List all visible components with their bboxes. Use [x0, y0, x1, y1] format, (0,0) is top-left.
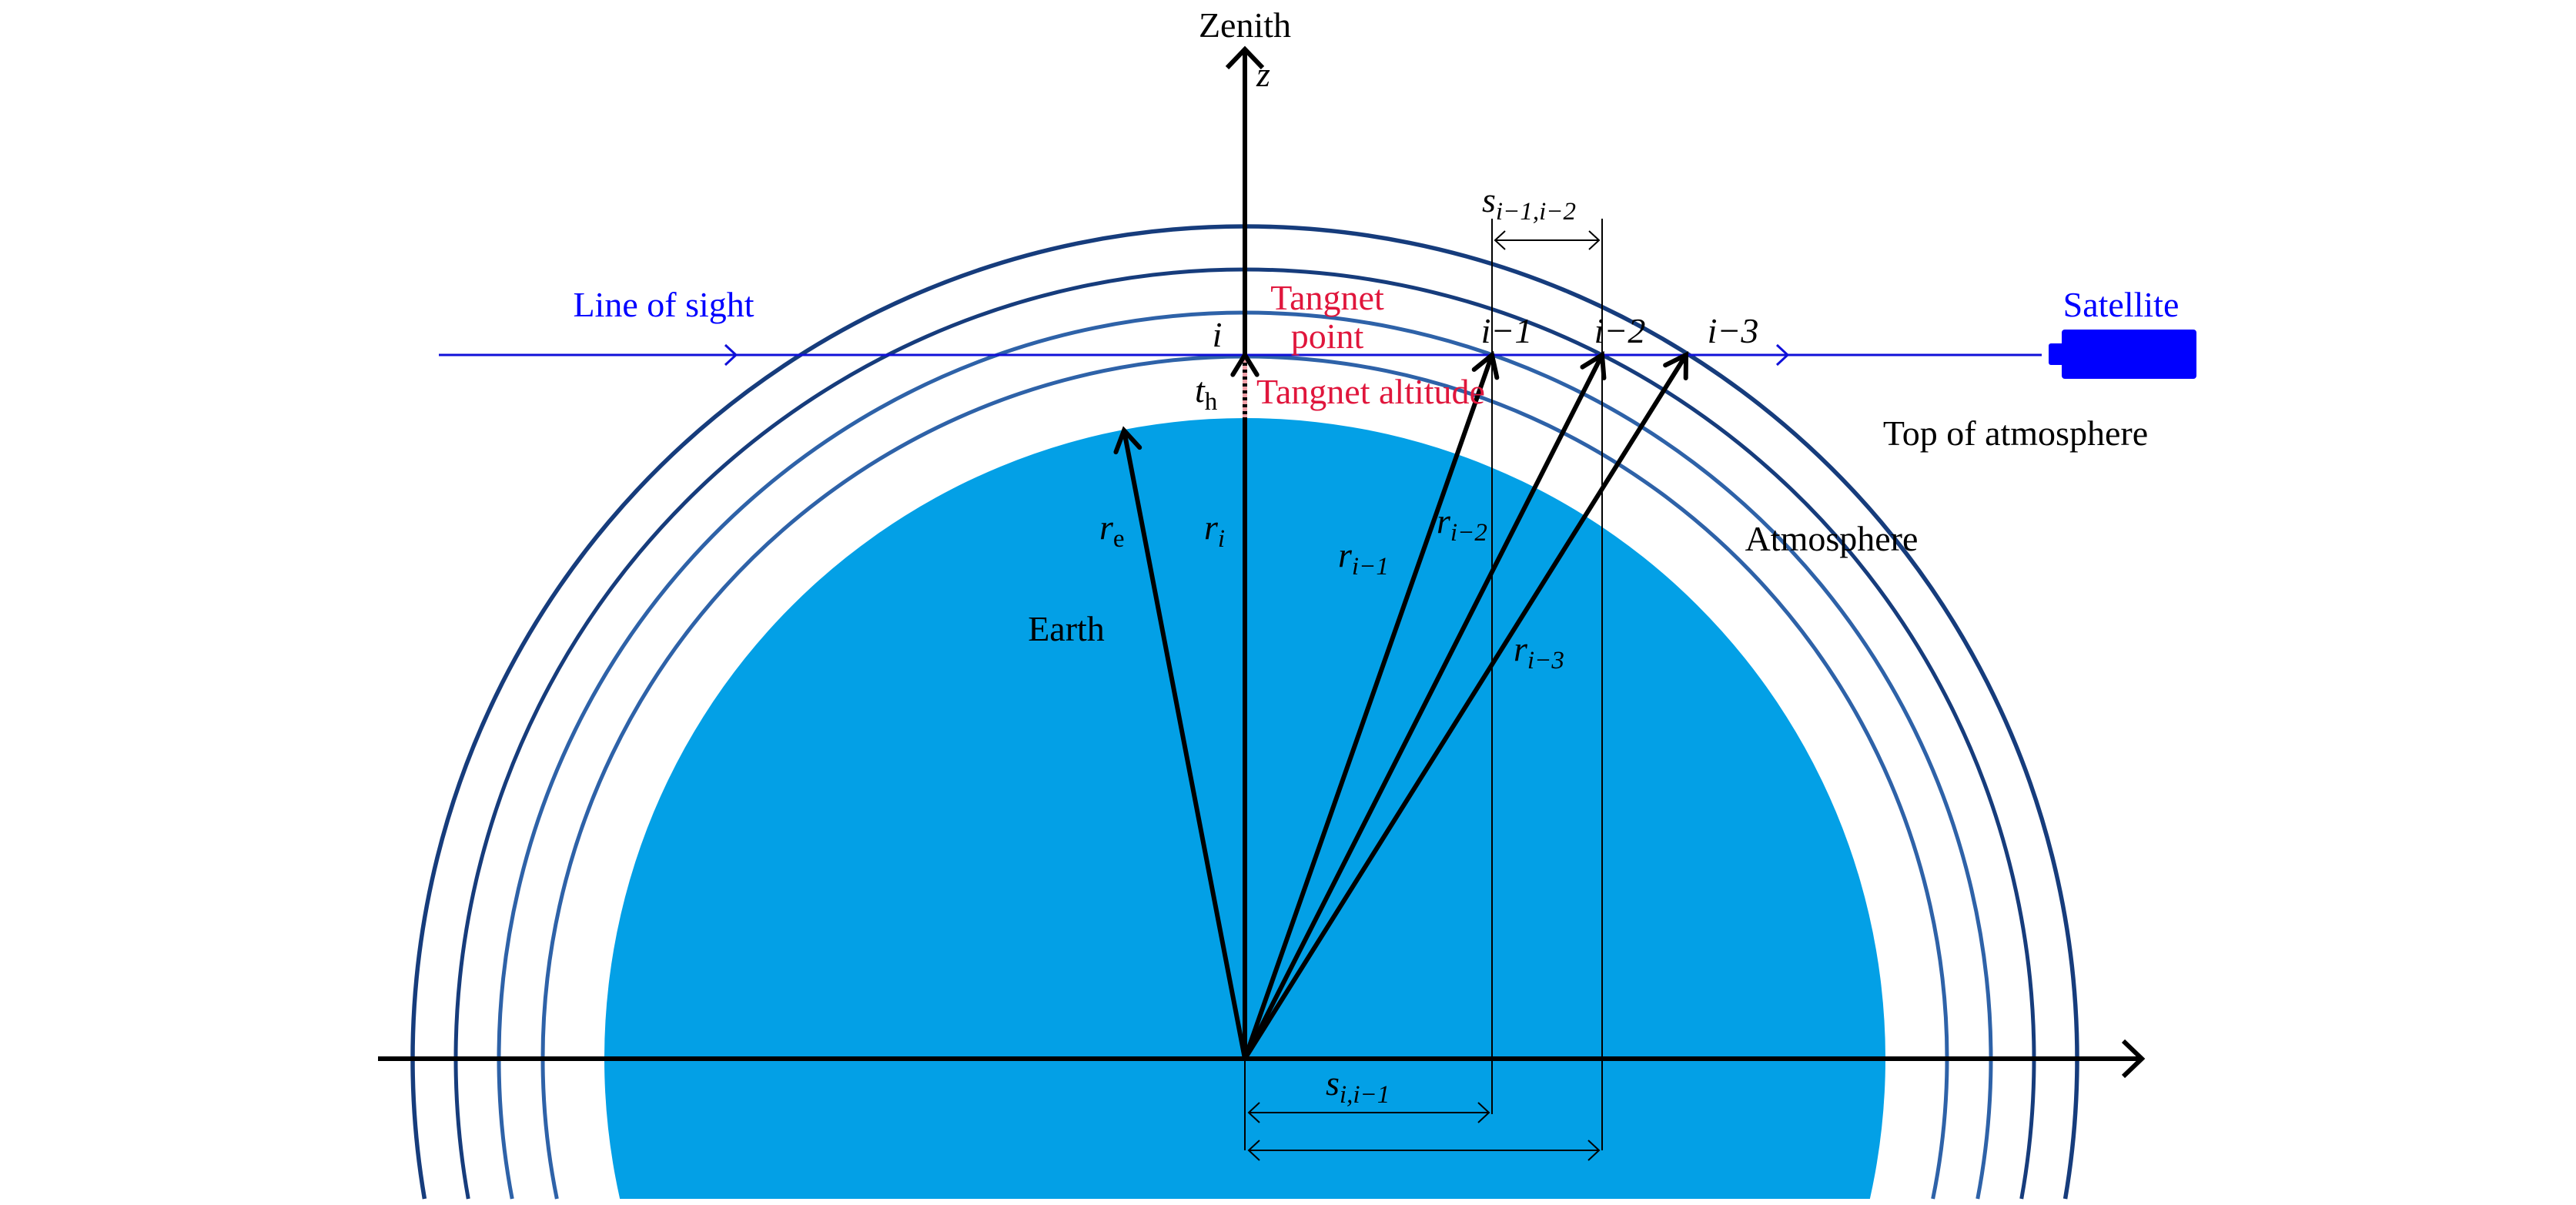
line-of-sight	[439, 343, 2042, 367]
segment-bottom-symbol: si,i−1	[1326, 1063, 1390, 1109]
radius-i-arrowhead	[1230, 350, 1260, 377]
z-axis-label: z	[1256, 55, 1270, 94]
point-i-2-label: i−2	[1594, 311, 1646, 350]
satellite-label: Satellite	[2063, 285, 2180, 324]
radius-i-1-arrow	[1243, 350, 1500, 1061]
atmosphere-label: Atmosphere	[1745, 519, 1919, 558]
point-i-label: i	[1213, 315, 1223, 354]
earth-radius-symbol: re	[1099, 507, 1125, 553]
zenith-axis-arrowhead	[1225, 45, 1265, 70]
earth-label: Earth	[1028, 609, 1105, 648]
radius-i-2-arrow	[1243, 350, 1607, 1061]
horizontal-axis-arrowhead	[2121, 1039, 2146, 1079]
axes	[378, 45, 2146, 1079]
segment-top-symbol: si−1,i−2	[1482, 180, 1576, 226]
line-of-sight-label: Line of sight	[573, 285, 754, 324]
point-i-1-label: i−1	[1481, 311, 1533, 350]
radius-i-3-symbol: ri−3	[1514, 629, 1564, 674]
point-i-3-label: i−3	[1708, 311, 1759, 350]
tangent-point-label-2: point	[1291, 316, 1364, 356]
tangent-altitude-label: Tangnet altitude	[1256, 372, 1485, 411]
radius-i-symbol: ri	[1204, 507, 1225, 553]
radius-i-3-arrow	[1243, 351, 1689, 1061]
radius-arrows	[1113, 350, 1689, 1061]
tangent-height-symbol: th	[1195, 370, 1218, 416]
radius-i-1-symbol: ri−1	[1338, 535, 1389, 581]
radius-i-2-symbol: ri−2	[1437, 501, 1487, 547]
earth-radius-arrow	[1113, 426, 1247, 1061]
tangent-point-label-1: Tangnet	[1270, 278, 1384, 317]
zenith-label: Zenith	[1199, 5, 1291, 45]
satellite-icon	[2049, 330, 2196, 379]
top-of-atmosphere-label: Top of atmosphere	[1883, 413, 2148, 453]
